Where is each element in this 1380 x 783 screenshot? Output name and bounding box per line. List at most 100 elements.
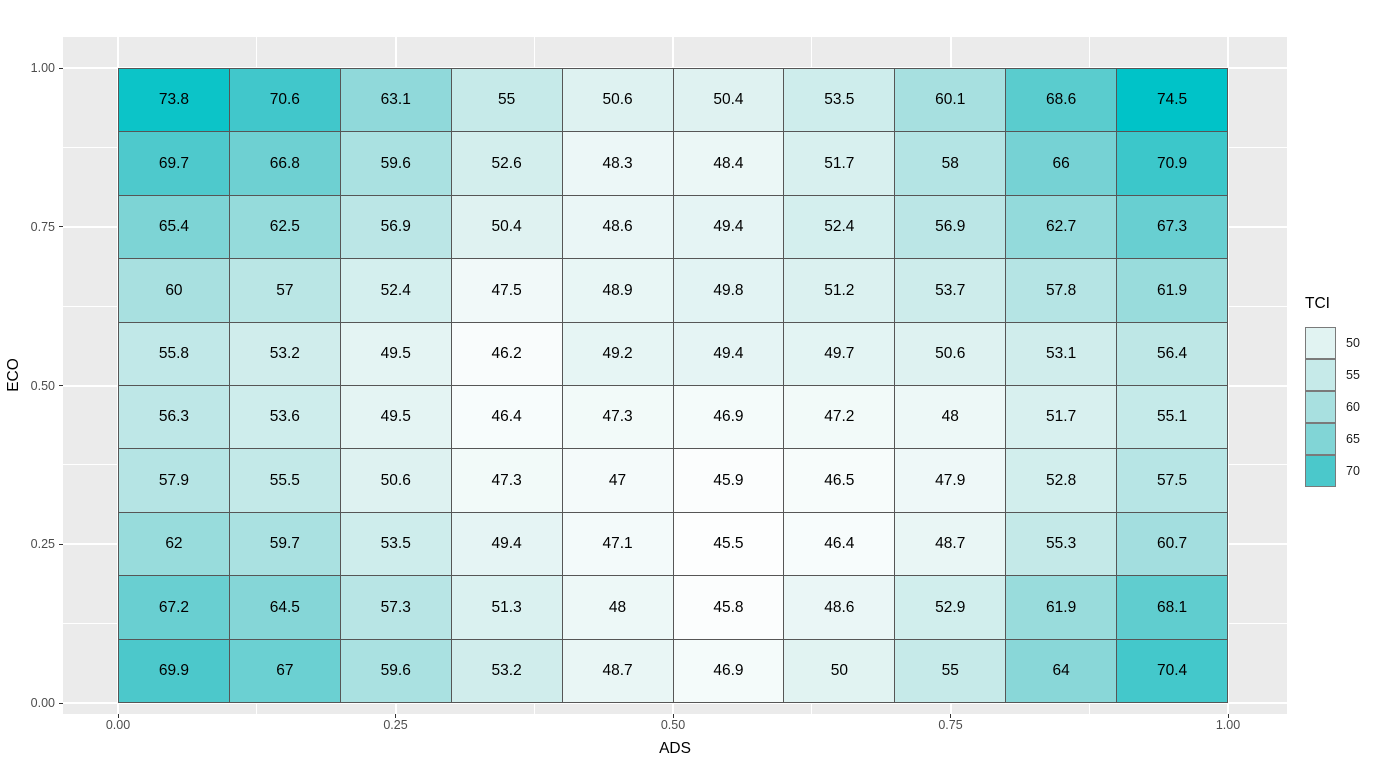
heatmap-cell: 53.7 — [895, 259, 1006, 322]
legend-entries: 50 55 60 65 70 — [1305, 326, 1380, 487]
legend-key-swatch — [1305, 422, 1336, 455]
heatmap-cell: 59.7 — [229, 512, 340, 576]
heatmap-cell: 59.6 — [340, 132, 451, 195]
legend-entry: 55 — [1305, 358, 1380, 391]
heatmap-cell: 47.5 — [451, 259, 562, 322]
heatmap-cell: 56.9 — [895, 195, 1006, 259]
heatmap-cell: 62.5 — [229, 195, 340, 259]
legend-entry: 60 — [1305, 390, 1380, 423]
legend-label: 60 — [1346, 400, 1360, 414]
heatmap-cell: 53.1 — [1006, 322, 1117, 385]
heatmap-cell: 66.8 — [229, 132, 340, 195]
heatmap-cell: 46.5 — [784, 449, 895, 512]
heatmap-cell: 66 — [1006, 132, 1117, 195]
heatmap-cell: 46.9 — [673, 386, 784, 449]
heatmap-cell: 49.5 — [340, 386, 451, 449]
heatmap-cell: 57.5 — [1117, 449, 1227, 512]
heatmap-cell: 53.2 — [451, 639, 562, 702]
heatmap-cell: 49.4 — [673, 322, 784, 385]
heatmap-cell: 56.3 — [119, 386, 229, 449]
heatmap-cell: 64 — [1006, 639, 1117, 702]
heatmap-cell: 70.6 — [229, 69, 340, 132]
heatmap-cell: 68.6 — [1006, 69, 1117, 132]
y-tick-label: 0.75 — [30, 219, 55, 234]
heatmap-cell: 59.6 — [340, 639, 451, 702]
heatmap-cell: 51.3 — [451, 576, 562, 639]
legend-key-swatch — [1305, 390, 1336, 423]
axis-tick-mark — [1227, 714, 1229, 718]
heatmap-cell: 57.8 — [1006, 259, 1117, 322]
heatmap-cell: 49.7 — [784, 322, 895, 385]
heatmap-cell: 49.8 — [673, 259, 784, 322]
heatmap-cell: 55.3 — [1006, 512, 1117, 576]
y-axis-title: ECO — [5, 358, 22, 392]
heatmap-cell: 47.9 — [895, 449, 1006, 512]
x-axis-title: ADS — [659, 740, 691, 757]
heatmap-cell: 53.6 — [229, 386, 340, 449]
heatmap-cell: 49.2 — [562, 322, 673, 385]
heatmap-cell: 70.9 — [1117, 132, 1227, 195]
heatmap-cell: 47.1 — [562, 512, 673, 576]
heatmap-cell: 53.5 — [340, 512, 451, 576]
heatmap-cell: 47.2 — [784, 386, 895, 449]
heatmap-cell: 50 — [784, 639, 895, 702]
heatmap-cell: 57.3 — [340, 576, 451, 639]
heatmap-cell: 47 — [562, 449, 673, 512]
heatmap-cell: 49.4 — [451, 512, 562, 576]
heatmap-cell: 48.4 — [673, 132, 784, 195]
heatmap-cell: 55 — [451, 69, 562, 132]
heatmap-cell: 50.6 — [562, 69, 673, 132]
legend-title: TCI — [1305, 295, 1330, 312]
heatmap-cell: 67.3 — [1117, 195, 1227, 259]
heatmap-cell: 52.9 — [895, 576, 1006, 639]
heatmap-cell: 53.2 — [229, 322, 340, 385]
legend-entry: 50 — [1305, 326, 1380, 359]
heatmap-cell: 69.9 — [119, 639, 229, 702]
legend-label: 65 — [1346, 432, 1360, 446]
heatmap-cell: 47.3 — [562, 386, 673, 449]
heatmap-cell: 56.9 — [340, 195, 451, 259]
heatmap-cell: 51.7 — [1006, 386, 1117, 449]
heatmap-cell: 65.4 — [119, 195, 229, 259]
x-tick-label: 0.75 — [938, 718, 963, 732]
heatmap-cell: 61.9 — [1006, 576, 1117, 639]
heatmap-cell: 48.9 — [562, 259, 673, 322]
legend-entry: 70 — [1305, 454, 1380, 487]
heatmap-cell: 52.4 — [340, 259, 451, 322]
heatmap-cell: 64.5 — [229, 576, 340, 639]
heatmap-cell: 68.1 — [1117, 576, 1227, 639]
axis-tick-mark — [395, 714, 396, 718]
heatmap-cell: 52.4 — [784, 195, 895, 259]
heatmap-cell: 63.1 — [340, 69, 451, 132]
heatmap-cell: 48.6 — [784, 576, 895, 639]
legend-key-swatch — [1305, 326, 1336, 359]
legend: TCI 50 55 60 65 70 — [1305, 295, 1380, 487]
heatmap-cell: 53.5 — [784, 69, 895, 132]
plot-panel: 73.8 70.6 63.1 55 50.6 50.4 53.5 60.1 68.6 74.5 69… — [63, 37, 1287, 714]
heatmap-cell: 67 — [229, 639, 340, 702]
axis-tick-mark — [950, 714, 951, 718]
heatmap-cell: 47.3 — [451, 449, 562, 512]
axis-tick-mark — [59, 67, 63, 69]
x-tick-label: 0.00 — [105, 718, 131, 732]
heatmap-cell: 48.3 — [562, 132, 673, 195]
heatmap-cell: 60.1 — [895, 69, 1006, 132]
y-tick-label: 1.00 — [30, 61, 55, 75]
heatmap-cell: 48.7 — [895, 512, 1006, 576]
x-tick-label: 0.50 — [660, 718, 686, 732]
axis-tick-mark — [59, 702, 63, 704]
heatmap-cell: 60.7 — [1117, 512, 1227, 576]
heatmap-cell: 56.4 — [1117, 322, 1227, 385]
heatmap-cell: 67.2 — [119, 576, 229, 639]
y-tick-label: 0.25 — [30, 537, 55, 552]
legend-key-swatch — [1305, 358, 1336, 391]
heatmap-cell: 45.9 — [673, 449, 784, 512]
heatmap-cell: 55.8 — [119, 322, 229, 385]
legend-label: 55 — [1346, 368, 1360, 382]
heatmap-cell: 50.4 — [451, 195, 562, 259]
heatmap-cell: 49.4 — [673, 195, 784, 259]
legend-label: 50 — [1346, 336, 1360, 350]
heatmap-cell: 55 — [895, 639, 1006, 702]
heatmap-cell: 45.8 — [673, 576, 784, 639]
heatmap-cell: 45.5 — [673, 512, 784, 576]
